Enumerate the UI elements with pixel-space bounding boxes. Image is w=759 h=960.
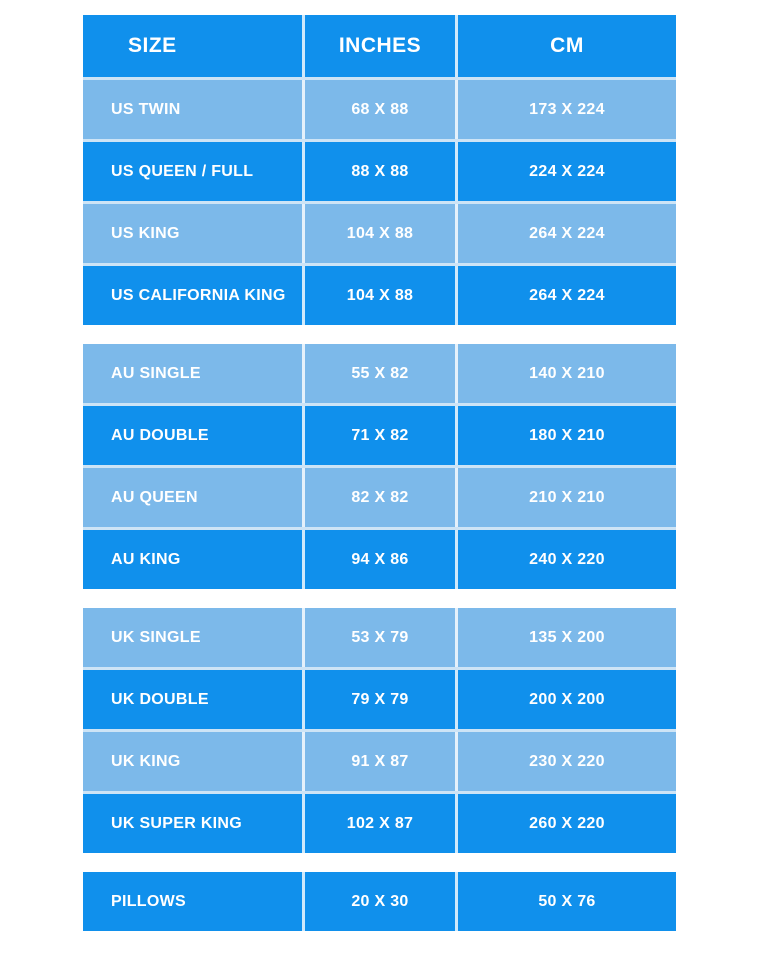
cm-cell: 200 X 200: [455, 670, 676, 729]
bedding-size-table: SIZE INCHES CM US TWIN 68 X 88 173 X 224…: [83, 15, 676, 931]
inches-cell: 20 X 30: [302, 872, 455, 931]
cm-cell: 264 X 224: [455, 266, 676, 325]
table-row: UK KING 91 X 87 230 X 220: [83, 732, 676, 791]
table-row: AU KING 94 X 86 240 X 220: [83, 530, 676, 589]
column-header-inches: INCHES: [302, 15, 455, 77]
table-row: UK SUPER KING 102 X 87 260 X 220: [83, 794, 676, 853]
size-cell: UK DOUBLE: [111, 690, 209, 708]
table-row: US CALIFORNIA KING 104 X 88 264 X 224: [83, 266, 676, 325]
inches-cell: 104 X 88: [302, 204, 455, 263]
column-header-size: SIZE: [128, 34, 177, 57]
size-cell: AU SINGLE: [111, 364, 201, 382]
size-cell: US CALIFORNIA KING: [111, 286, 286, 304]
cm-cell: 135 X 200: [455, 608, 676, 667]
table-row: AU SINGLE 55 X 82 140 X 210: [83, 344, 676, 403]
size-cell: UK KING: [111, 752, 181, 770]
size-cell: PILLOWS: [111, 892, 186, 910]
table-row: AU QUEEN 82 X 82 210 X 210: [83, 468, 676, 527]
cm-cell: 260 X 220: [455, 794, 676, 853]
cm-cell: 173 X 224: [455, 80, 676, 139]
inches-cell: 94 X 86: [302, 530, 455, 589]
size-cell: UK SINGLE: [111, 628, 201, 646]
table-row: US TWIN 68 X 88 173 X 224: [83, 80, 676, 139]
size-cell: AU QUEEN: [111, 488, 198, 506]
table-row: UK DOUBLE 79 X 79 200 X 200: [83, 670, 676, 729]
inches-cell: 88 X 88: [302, 142, 455, 201]
cm-cell: 180 X 210: [455, 406, 676, 465]
table-body: US TWIN 68 X 88 173 X 224 US QUEEN / FUL…: [83, 80, 676, 931]
table-row: PILLOWS 20 X 30 50 X 76: [83, 872, 676, 931]
column-header-cm: CM: [455, 15, 676, 77]
size-cell: US TWIN: [111, 100, 181, 118]
cm-cell: 50 X 76: [455, 872, 676, 931]
inches-cell: 55 X 82: [302, 344, 455, 403]
table-section-uk: UK SINGLE 53 X 79 135 X 200 UK DOUBLE 79…: [83, 608, 676, 853]
cm-cell: 264 X 224: [455, 204, 676, 263]
inches-cell: 82 X 82: [302, 468, 455, 527]
table-section-us: US TWIN 68 X 88 173 X 224 US QUEEN / FUL…: [83, 80, 676, 325]
size-cell: US QUEEN / FULL: [111, 162, 254, 180]
size-cell: AU DOUBLE: [111, 426, 209, 444]
cm-cell: 230 X 220: [455, 732, 676, 791]
inches-cell: 102 X 87: [302, 794, 455, 853]
size-cell: UK SUPER KING: [111, 814, 243, 832]
inches-cell: 91 X 87: [302, 732, 455, 791]
inches-cell: 68 X 88: [302, 80, 455, 139]
table-section-au: AU SINGLE 55 X 82 140 X 210 AU DOUBLE 71…: [83, 344, 676, 589]
table-header-section: SIZE INCHES CM: [83, 15, 676, 80]
cm-cell: 210 X 210: [455, 468, 676, 527]
inches-cell: 71 X 82: [302, 406, 455, 465]
size-cell: US KING: [111, 224, 180, 242]
cm-cell: 240 X 220: [455, 530, 676, 589]
table-row: US KING 104 X 88 264 X 224: [83, 204, 676, 263]
size-cell: AU KING: [111, 550, 181, 568]
inches-cell: 79 X 79: [302, 670, 455, 729]
table-section-pillows: PILLOWS 20 X 30 50 X 76: [83, 872, 676, 931]
table-row: UK SINGLE 53 X 79 135 X 200: [83, 608, 676, 667]
cm-cell: 224 X 224: [455, 142, 676, 201]
table-row: US QUEEN / FULL 88 X 88 224 X 224: [83, 142, 676, 201]
table-header-row: SIZE INCHES CM: [83, 15, 676, 77]
inches-cell: 104 X 88: [302, 266, 455, 325]
table-row: AU DOUBLE 71 X 82 180 X 210: [83, 406, 676, 465]
inches-cell: 53 X 79: [302, 608, 455, 667]
cm-cell: 140 X 210: [455, 344, 676, 403]
